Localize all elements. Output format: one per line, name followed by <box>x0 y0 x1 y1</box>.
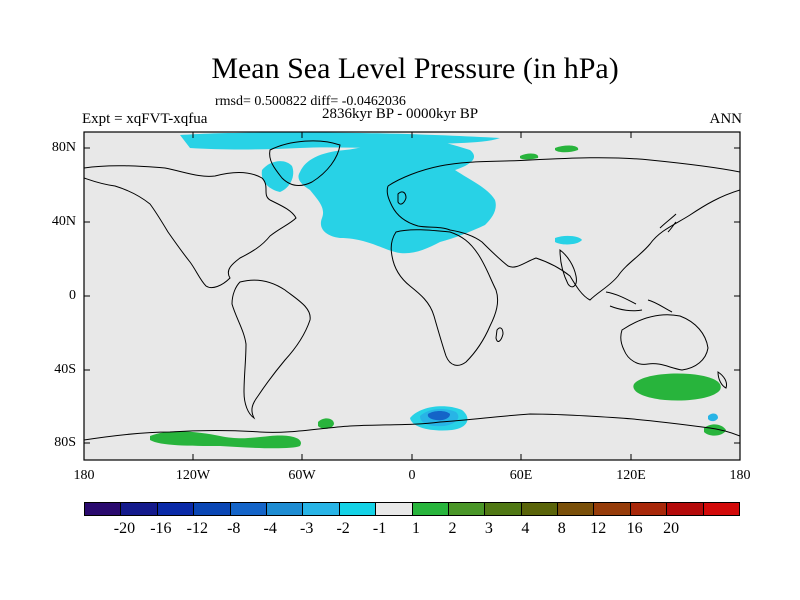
colorbar-box-11 <box>485 503 522 515</box>
y-tick-80n: 80N <box>51 140 76 155</box>
colorbar-label-10: 3 <box>484 520 493 537</box>
colorbar <box>84 502 740 516</box>
colorbar-box-17 <box>703 503 740 515</box>
colorbar-box-14 <box>594 503 631 515</box>
period-line: 2836kyr BP - 0000kyr BP <box>322 106 479 122</box>
colorbar-box-9 <box>412 503 449 515</box>
ross-negative-patch <box>708 413 718 422</box>
australia-coast <box>620 314 709 371</box>
madagascar-coast <box>495 327 504 342</box>
britain-coast <box>397 191 407 205</box>
colorbar-label-11: 4 <box>521 520 530 537</box>
colorbar-box-10 <box>448 503 486 515</box>
colorbar-label-3: -8 <box>227 520 241 537</box>
arctic-negative-anomaly <box>180 132 500 150</box>
north-america-coast <box>84 165 297 289</box>
plot-title: Mean Sea Level Pressure (in hPa) <box>211 52 619 85</box>
axis-ticks <box>84 132 740 460</box>
x-tick-180w: 180 <box>73 468 95 483</box>
colorbar-box-7 <box>339 503 377 515</box>
india-coast <box>559 248 577 288</box>
colorbar-label-15: 20 <box>663 520 680 537</box>
japan-coast <box>659 213 677 233</box>
new-zealand-coast <box>717 371 727 389</box>
x-tick-120w: 120W <box>175 468 211 483</box>
southeast-asia-coast <box>605 291 673 313</box>
colorbar-box-16 <box>667 503 704 515</box>
stats-line: rmsd= 0.500822 diff= -0.0462036 <box>215 94 406 109</box>
colorbar-box-3 <box>194 503 231 515</box>
greenland-coast <box>269 140 341 186</box>
x-tick-180e: 180 <box>729 468 751 483</box>
colorbar-label-0: -20 <box>113 520 136 537</box>
southern-ocean-positive-patch <box>318 418 334 429</box>
colorbar-box-6 <box>303 503 340 515</box>
colorbar-label-14: 16 <box>626 520 643 537</box>
coastlines <box>84 140 740 441</box>
antarctica-coast <box>84 413 740 441</box>
anomaly-fields <box>150 132 726 449</box>
season-label: ANN <box>709 111 743 127</box>
arctic-positive-patch-center <box>520 153 539 160</box>
north-atlantic-negative-anomaly <box>298 137 496 254</box>
colorbar-box-1 <box>121 503 158 515</box>
y-tick-80s: 80S <box>54 435 76 450</box>
colorbar-label-8: 1 <box>412 520 420 537</box>
colorbar-label-4: -4 <box>263 520 277 537</box>
x-tick-60e: 60E <box>509 468 533 483</box>
antarctic-positive-anomaly <box>150 431 301 449</box>
colorbar-label-1: -16 <box>150 520 172 537</box>
x-tick-60w: 60W <box>288 468 316 483</box>
y-tick-0: 0 <box>69 288 76 303</box>
colorbar-box-5 <box>266 503 304 515</box>
colorbar-label-5: -3 <box>299 520 314 537</box>
colorbar-box-8 <box>376 503 413 515</box>
x-tick-0: 0 <box>408 468 416 483</box>
south-america-coast <box>231 279 311 420</box>
greenland-negative-anomaly <box>261 161 294 192</box>
africa-coast <box>390 229 499 366</box>
x-tick-120e: 120E <box>616 468 646 483</box>
colorbar-box-2 <box>157 503 195 515</box>
colorbar-box-4 <box>230 503 267 515</box>
colorbar-box-12 <box>521 503 559 515</box>
colorbar-label-7: -1 <box>372 520 387 537</box>
y-tick-40s: 40S <box>54 362 76 377</box>
colorbar-label-6: -2 <box>336 520 350 537</box>
southern-pacific-positive-anomaly <box>633 373 721 401</box>
colorbar-box-0 <box>85 503 122 515</box>
experiment-label: Expt = xqFVT-xqfua <box>82 111 208 127</box>
ross-sea-positive-patch <box>704 424 726 436</box>
colorbar-box-13 <box>558 503 595 515</box>
caspian-negative-anomaly <box>555 235 582 245</box>
colorbar-label-2: -12 <box>186 520 208 537</box>
colorbar-label-12: 8 <box>557 520 566 537</box>
weddell-negative-patch-strong <box>427 411 450 421</box>
arctic-positive-patch-east <box>555 145 579 153</box>
colorbar-label-13: 12 <box>590 520 607 537</box>
colorbar-box-15 <box>630 503 668 515</box>
y-tick-40n: 40N <box>51 214 76 229</box>
eurasia-coast <box>386 157 740 301</box>
colorbar-label-9: 2 <box>448 520 457 537</box>
